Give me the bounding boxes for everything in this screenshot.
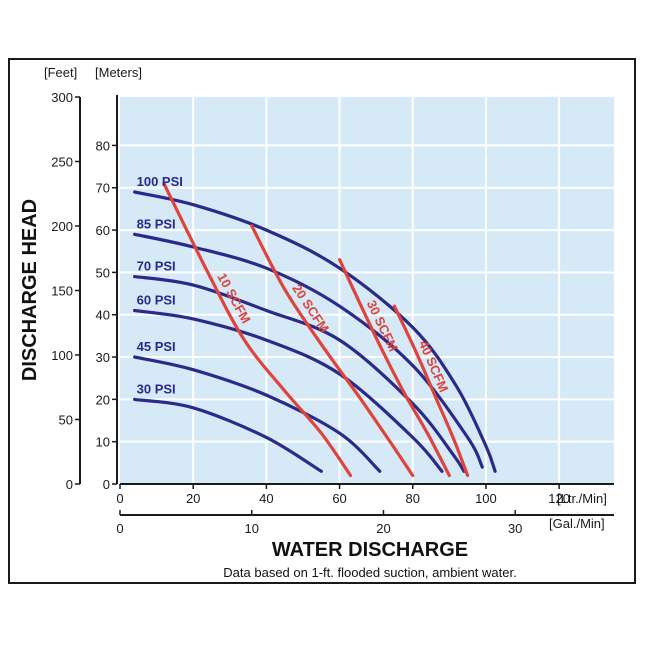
- x-secondary-unit-label: [Gal./Min]: [549, 516, 605, 531]
- y-feet-unit-label: [Feet]: [44, 65, 77, 80]
- y-meters-tick-label: 80: [96, 138, 110, 153]
- data-series: [133, 181, 497, 478]
- y-feet-tick-label: 250: [51, 155, 73, 170]
- plot-background: [120, 97, 614, 484]
- y-feet-tick-label: 100: [51, 348, 73, 363]
- pressure-label-85-psi: 85 PSI: [137, 216, 176, 231]
- pressure-curve-100-psi: [133, 190, 497, 473]
- x-primary-tick-label: 100: [475, 491, 497, 506]
- pressure-curve-60-psi: [133, 308, 444, 473]
- y-meters-tick-label: 30: [96, 350, 110, 365]
- data-note: Data based on 1-ft. flooded suction, amb…: [223, 565, 516, 580]
- y-meters-unit-label: [Meters]: [95, 65, 142, 80]
- pressure-label-30-psi: 30 PSI: [137, 381, 176, 396]
- air-curve-30-scfm: [338, 258, 451, 478]
- pressure-label-70-psi: 70 PSI: [137, 259, 176, 274]
- pressure-curve-30-psi: [133, 397, 323, 473]
- air-curve-20-scfm: [250, 224, 415, 478]
- x-primary-tick-label: 80: [406, 491, 420, 506]
- y-meters-tick-label: 70: [96, 181, 110, 196]
- y-meters-tick-label: 40: [96, 308, 110, 323]
- pressure-curve-45-psi: [133, 355, 382, 473]
- grid-lines: [120, 97, 614, 484]
- x-primary-tick-label: 20: [186, 491, 200, 506]
- x-primary-tick-label: 120: [548, 491, 570, 506]
- x-secondary-tick-label: 20: [376, 521, 390, 536]
- x-primary-tick-label: 40: [259, 491, 273, 506]
- y-axis-title: DISCHARGE HEAD: [19, 199, 41, 381]
- x-secondary-tick-label: 0: [116, 521, 123, 536]
- pressure-label-100-psi: 100 PSI: [137, 174, 183, 189]
- axes: [75, 95, 614, 516]
- y-meters-tick-label: 50: [96, 265, 110, 280]
- y-feet-tick-label: 150: [51, 284, 73, 299]
- x-primary-tick-label: 0: [116, 491, 123, 506]
- y-feet-tick-label: 200: [51, 219, 73, 234]
- pressure-label-45-psi: 45 PSI: [137, 339, 176, 354]
- y-feet-tick-label: 50: [59, 413, 73, 428]
- air-curve-10-scfm: [162, 181, 353, 478]
- y-feet-tick-label: 300: [51, 90, 73, 105]
- y-feet-tick-label: 0: [66, 477, 73, 492]
- air-curve-40-scfm: [392, 304, 470, 478]
- y-meters-tick-label: 60: [96, 223, 110, 238]
- y-meters-tick-label: 10: [96, 435, 110, 450]
- pressure-label-60-psi: 60 PSI: [137, 292, 176, 307]
- y-meters-tick-label: 0: [103, 477, 110, 492]
- y-meters-tick-label: 20: [96, 392, 110, 407]
- pressure-curve-70-psi: [133, 275, 466, 473]
- x-secondary-tick-label: 30: [508, 521, 522, 536]
- x-axis-title: WATER DISCHARGE: [272, 539, 468, 561]
- x-primary-unit-label: [Ltr./Min]: [557, 491, 607, 506]
- x-secondary-tick-label: 10: [244, 521, 258, 536]
- x-primary-tick-label: 60: [332, 491, 346, 506]
